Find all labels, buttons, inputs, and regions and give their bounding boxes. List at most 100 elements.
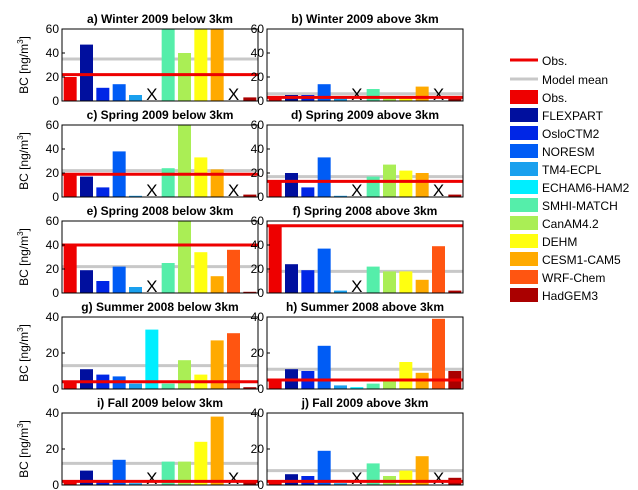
no-data-marker: X bbox=[351, 277, 362, 296]
y-axis-label-end: ] bbox=[17, 324, 31, 327]
y-axis-label: BC [ng/m3] bbox=[16, 228, 31, 286]
bar-noresm bbox=[112, 459, 126, 485]
bar-tm4-ecpl bbox=[129, 95, 142, 101]
y-tick-label: 40 bbox=[46, 310, 60, 324]
bar-wrf-chem bbox=[432, 318, 445, 389]
plot-frame bbox=[266, 220, 464, 294]
y-tick-label: 20 bbox=[46, 166, 60, 180]
bar-tm4-ecpl bbox=[334, 195, 347, 197]
bar-tm4-ecpl bbox=[334, 290, 347, 293]
bar-flexpart bbox=[285, 264, 298, 293]
bar-noresm bbox=[317, 345, 331, 389]
bar-osloctm2 bbox=[96, 481, 110, 485]
y-axis-label-sup: 3 bbox=[16, 39, 25, 44]
no-data-marker: X bbox=[146, 85, 157, 104]
bar-hadgem3 bbox=[448, 194, 462, 197]
bar-cesm1-cam5 bbox=[210, 276, 224, 293]
panel-title: d) Spring 2009 above 3km bbox=[291, 108, 439, 122]
bar-cesm1-cam5 bbox=[415, 173, 429, 197]
bar-obs- bbox=[63, 77, 77, 101]
legend-swatch bbox=[510, 288, 538, 302]
panel-c: c) Spring 2009 below 3km X X 0 20 40 60 BC [ng/… bbox=[16, 108, 259, 204]
bar-hadgem3 bbox=[243, 291, 257, 293]
bar-dehm bbox=[194, 29, 208, 101]
y-tick-label: 0 bbox=[257, 382, 264, 396]
legend-label: CanAM4.2 bbox=[542, 217, 599, 231]
legend-label: WRF-Chem bbox=[542, 271, 605, 285]
y-axis-label-end: ] bbox=[17, 132, 31, 135]
bar-obs- bbox=[63, 174, 77, 197]
y-tick-label: 60 bbox=[46, 214, 60, 228]
legend-label: ECHAM6-HAM2 bbox=[542, 181, 630, 195]
y-axis-label-main: BC [ng/m bbox=[17, 44, 31, 94]
bar-smhi-match bbox=[161, 383, 175, 389]
panel-h: h) Summer 2008 above 3km 0 20 40 bbox=[251, 300, 464, 396]
y-tick-label: 20 bbox=[46, 442, 60, 456]
bar-canam4-2 bbox=[383, 380, 396, 389]
bar-cesm1-cam5 bbox=[210, 340, 224, 389]
no-data-marker: X bbox=[146, 469, 157, 488]
bar-wrf-chem bbox=[227, 333, 240, 389]
y-tick-label: 40 bbox=[251, 46, 265, 60]
y-tick-label: 20 bbox=[251, 262, 265, 276]
y-axis-label: BC [ng/m3] bbox=[16, 420, 31, 478]
no-data-marker: X bbox=[433, 181, 444, 200]
bar-noresm bbox=[112, 266, 126, 293]
bar-obs- bbox=[268, 97, 282, 101]
plot-frame bbox=[266, 28, 464, 102]
panel-title: h) Summer 2008 above 3km bbox=[286, 300, 444, 314]
bar-noresm bbox=[317, 248, 331, 293]
no-data-marker: X bbox=[146, 181, 157, 200]
panel-title: b) Winter 2009 above 3km bbox=[291, 12, 438, 26]
legend-model-mean-label: Model mean bbox=[542, 73, 608, 87]
bar-hadgem3 bbox=[448, 290, 462, 293]
bar-cesm1-cam5 bbox=[210, 29, 224, 101]
y-tick-label: 0 bbox=[52, 190, 59, 204]
bar-canam4-2 bbox=[383, 271, 396, 293]
bar-osloctm2 bbox=[96, 281, 110, 293]
bar-tm4-ecpl bbox=[129, 383, 142, 389]
legend-label: OsloCTM2 bbox=[542, 127, 600, 141]
legend-label: SMHI-MATCH bbox=[542, 199, 618, 213]
bar-osloctm2 bbox=[301, 187, 315, 197]
y-tick-label: 0 bbox=[257, 286, 264, 300]
legend-label: NORESM bbox=[542, 145, 595, 159]
bar-smhi-match bbox=[161, 168, 175, 197]
legend-swatch bbox=[510, 198, 538, 212]
bar-canam4-2 bbox=[178, 125, 191, 197]
y-axis-label: BC [ng/m3] bbox=[16, 324, 31, 382]
panel-title: i) Fall 2009 below 3km bbox=[97, 396, 223, 410]
y-tick-label: 0 bbox=[257, 478, 264, 490]
bar-tm4-ecpl bbox=[129, 195, 142, 197]
bar-echam6-ham2 bbox=[145, 329, 159, 389]
y-axis-label-sup: 3 bbox=[16, 327, 25, 332]
bar-obs- bbox=[63, 245, 77, 293]
y-tick-label: 20 bbox=[251, 166, 265, 180]
legend-swatch bbox=[510, 234, 538, 248]
bar-hadgem3 bbox=[243, 387, 257, 389]
panel-d: d) Spring 2009 above 3km X X 0 20 40 60 bbox=[251, 108, 464, 204]
legend-swatch bbox=[510, 126, 538, 140]
legend-label: TM4-ECPL bbox=[542, 163, 602, 177]
bar-hadgem3 bbox=[448, 98, 462, 101]
bar-flexpart bbox=[80, 369, 93, 389]
y-tick-label: 60 bbox=[251, 118, 265, 132]
bar-hadgem3 bbox=[243, 97, 257, 101]
legend-label: HadGEM3 bbox=[542, 289, 598, 303]
bar-flexpart bbox=[80, 176, 93, 197]
y-tick-label: 20 bbox=[251, 346, 265, 360]
panel-b: b) Winter 2009 above 3km X X 0 20 40 60 bbox=[251, 12, 464, 108]
panel-title: g) Summer 2008 below 3km bbox=[81, 300, 238, 314]
bar-flexpart bbox=[285, 173, 298, 197]
panel-title: e) Spring 2008 below 3km bbox=[87, 204, 234, 218]
y-axis-label: BC [ng/m3] bbox=[16, 132, 31, 190]
bar-noresm bbox=[317, 450, 331, 485]
y-tick-label: 0 bbox=[257, 190, 264, 204]
bar-hadgem3 bbox=[243, 481, 257, 485]
bar-smhi-match bbox=[366, 463, 380, 485]
y-tick-label: 40 bbox=[251, 238, 265, 252]
bar-smhi-match bbox=[366, 383, 380, 389]
bar-tm4-ecpl bbox=[334, 385, 347, 389]
bar-tm4-ecpl bbox=[334, 98, 347, 101]
